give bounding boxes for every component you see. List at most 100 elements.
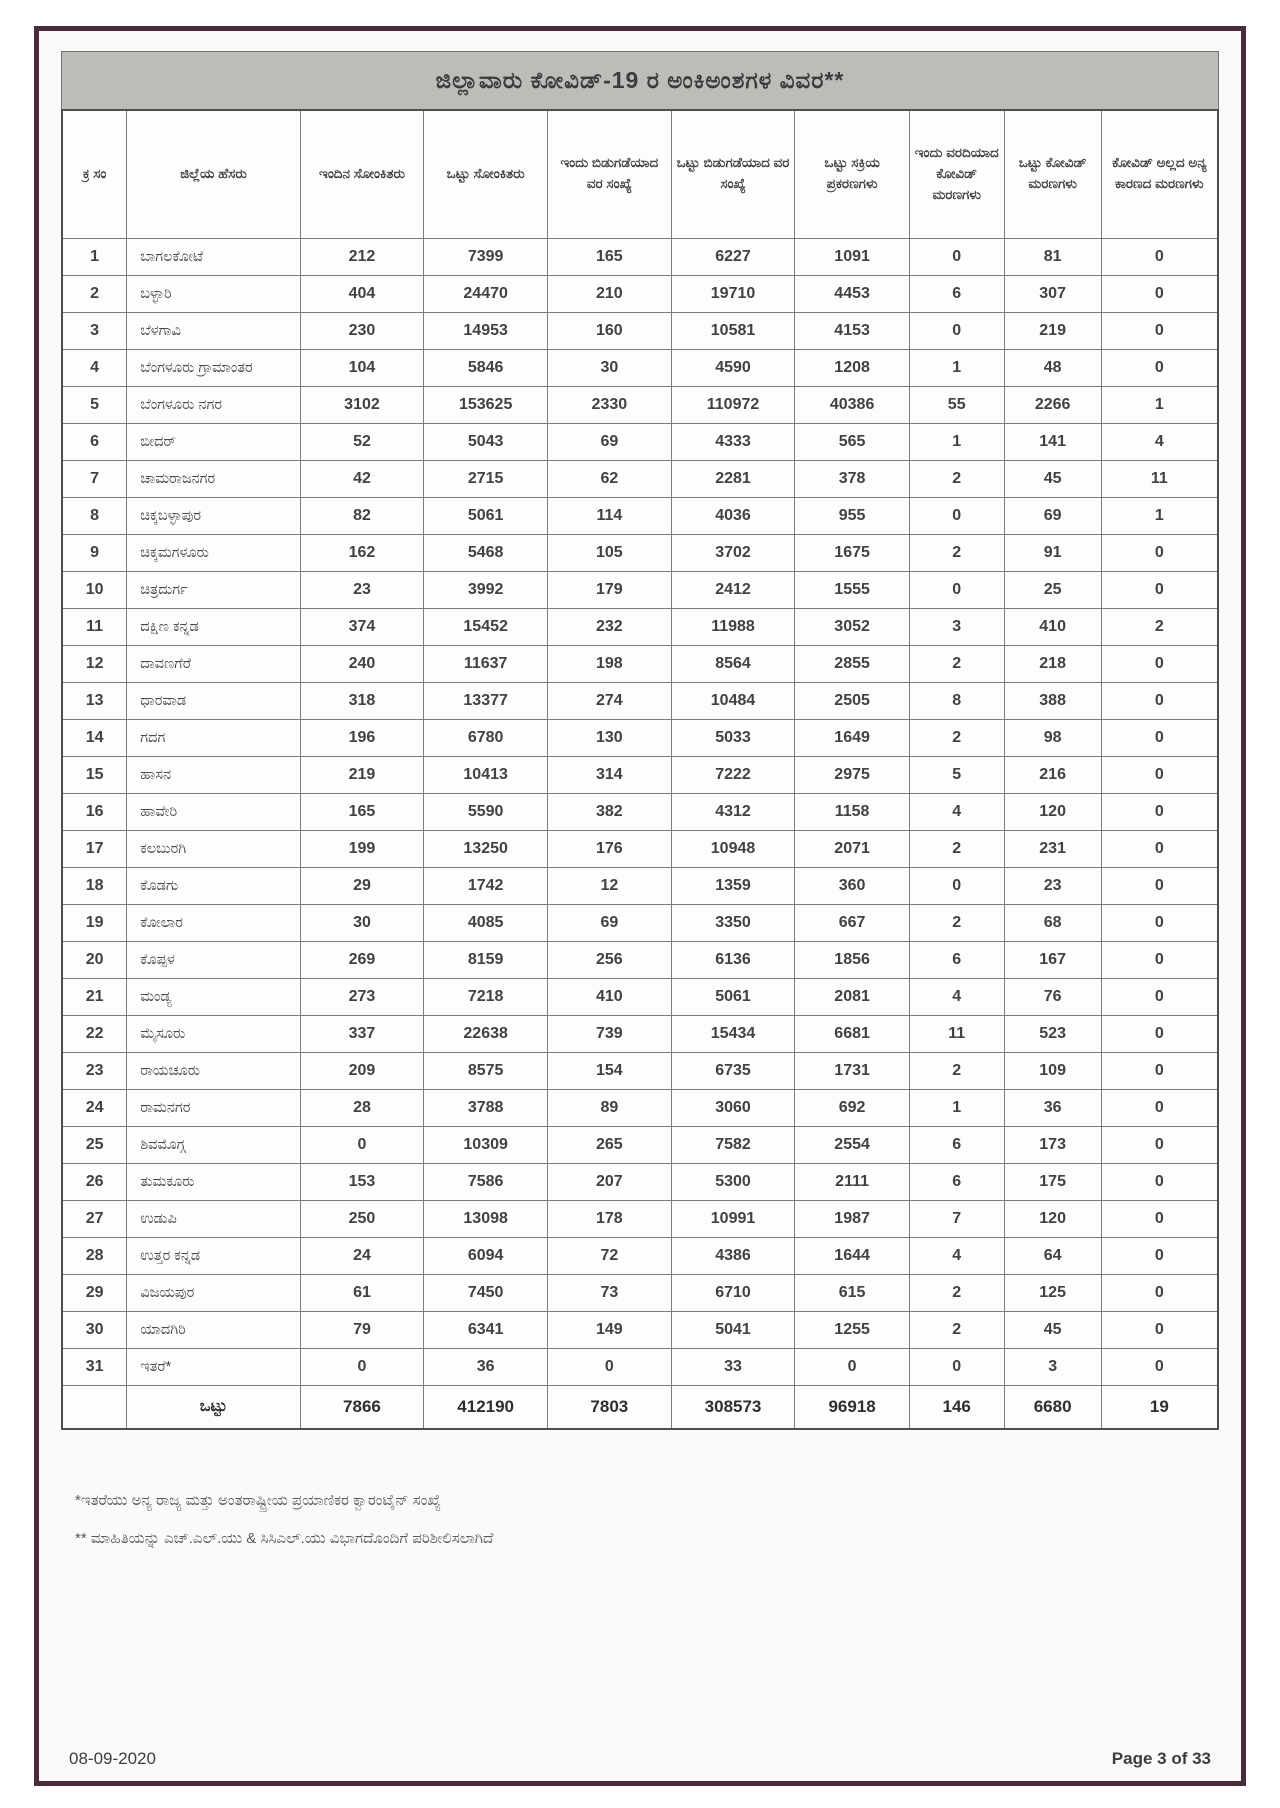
stat-value: 160 xyxy=(547,311,672,350)
stat-value: 0 xyxy=(1100,1199,1219,1238)
stat-value: 2081 xyxy=(794,977,910,1016)
district-name: ಚಿಕ್ಕಮಗಳೂರು xyxy=(126,533,301,572)
district-name: ಹಾಸನ xyxy=(126,755,301,794)
stat-value: 0 xyxy=(908,570,1005,609)
stat-value: 4333 xyxy=(670,422,796,461)
stat-value: 104 xyxy=(299,348,425,387)
stat-value: 4153 xyxy=(794,311,910,350)
total-value: 412190 xyxy=(423,1384,548,1430)
total-label: ಒಟ್ಟು xyxy=(126,1384,301,1430)
stat-value: 2975 xyxy=(794,755,910,794)
stat-value: 149 xyxy=(547,1310,672,1349)
stat-value: 5041 xyxy=(670,1310,796,1349)
row-serial: 24 xyxy=(61,1088,128,1127)
stat-value: 0 xyxy=(1100,237,1219,276)
row-serial: 27 xyxy=(61,1199,128,1238)
stat-value: 5033 xyxy=(670,718,796,757)
stat-value: 219 xyxy=(299,755,425,794)
table-row: 16 ಹಾವೇರಿ 165 5590 382 4312 1158 4 120 0 xyxy=(61,792,1219,831)
row-serial: 19 xyxy=(61,903,128,942)
stat-value: 4 xyxy=(908,792,1005,831)
row-serial: 7 xyxy=(61,459,128,498)
stat-value: 2266 xyxy=(1003,385,1102,424)
stat-value: 5061 xyxy=(423,496,548,535)
district-name: ದಾವಣಗೆರೆ xyxy=(126,644,301,683)
table-row: 24 ರಾಮನಗರ 28 3788 89 3060 692 1 36 0 xyxy=(61,1088,1219,1127)
stat-value: 274 xyxy=(547,681,672,720)
table-row: 9 ಚಿಕ್ಕಮಗಳೂರು 162 5468 105 3702 1675 2 91 0 xyxy=(61,533,1219,572)
stat-value: 207 xyxy=(547,1162,672,1201)
stat-value: 0 xyxy=(1100,829,1219,868)
stat-value: 410 xyxy=(1003,607,1102,646)
table-row: 31 ಇತರೆ* 0 36 0 33 0 0 3 0 xyxy=(61,1347,1219,1386)
stat-value: 4 xyxy=(1100,422,1219,461)
stat-value: 209 xyxy=(299,1051,425,1090)
district-name: ಕಲಬುರಗಿ xyxy=(126,829,301,868)
stat-value: 1255 xyxy=(794,1310,910,1349)
district-name: ರಾಯಚೂರು xyxy=(126,1051,301,1090)
total-value: 308573 xyxy=(670,1384,796,1430)
stat-value: 1 xyxy=(908,1088,1005,1127)
table-row: 11 ದಕ್ಷಿಣ ಕನ್ನಡ 374 15452 232 11988 3052 3 410 2 xyxy=(61,607,1219,646)
stat-value: 1208 xyxy=(794,348,910,387)
district-name: ಕೊಡಗು xyxy=(126,866,301,905)
row-serial: 21 xyxy=(61,977,128,1016)
stat-value: 374 xyxy=(299,607,425,646)
stat-value: 73 xyxy=(547,1273,672,1312)
stat-value: 6780 xyxy=(423,718,548,757)
stat-value: 692 xyxy=(794,1088,910,1127)
table-row: 14 ಗದಗ 196 6780 130 5033 1649 2 98 0 xyxy=(61,718,1219,757)
stat-value: 2 xyxy=(908,1273,1005,1312)
stat-value: 76 xyxy=(1003,977,1102,1016)
row-serial: 3 xyxy=(61,311,128,350)
row-serial: 29 xyxy=(61,1273,128,1312)
stat-value: 109 xyxy=(1003,1051,1102,1090)
stat-value: 4085 xyxy=(423,903,548,942)
stat-value: 5846 xyxy=(423,348,548,387)
district-name: ಮಂಡ್ಯ xyxy=(126,977,301,1016)
table-row: 18 ಕೊಡಗು 29 1742 12 1359 360 0 23 0 xyxy=(61,866,1219,905)
stat-value: 29 xyxy=(299,866,425,905)
stat-value: 5468 xyxy=(423,533,548,572)
table-row: 15 ಹಾಸನ 219 10413 314 7222 2975 5 216 0 xyxy=(61,755,1219,794)
stat-value: 10991 xyxy=(670,1199,796,1238)
stat-value: 1 xyxy=(1100,496,1219,535)
district-name: ಬೆಳಗಾವಿ xyxy=(126,311,301,350)
stat-value: 11 xyxy=(1100,459,1219,498)
stat-value: 0 xyxy=(1100,1088,1219,1127)
stat-value: 154 xyxy=(547,1051,672,1090)
page-footer: 08-09-2020 Page 3 of 33 xyxy=(69,1749,1211,1769)
district-name: ಬಳ್ಳಾರಿ xyxy=(126,274,301,313)
district-name: ದಕ್ಷಿಣ ಕನ್ನಡ xyxy=(126,607,301,646)
footnote-others: *ಇತರೆಯು ಅನ್ಯ ರಾಜ್ಯ ಮತ್ತು ಅಂತರಾಷ್ಟ್ರೀಯ ಪ್… xyxy=(75,1492,441,1509)
stat-value: 6681 xyxy=(794,1014,910,1053)
stat-value: 218 xyxy=(1003,644,1102,683)
district-name: ಬೆಂಗಳೂರು ಗ್ರಾಮಾಂತರ xyxy=(126,348,301,387)
stat-value: 179 xyxy=(547,570,672,609)
stat-value: 98 xyxy=(1003,718,1102,757)
stat-value: 62 xyxy=(547,459,672,498)
row-serial: 2 xyxy=(61,274,128,313)
stat-value: 2071 xyxy=(794,829,910,868)
table-row: 28 ಉತ್ತರ ಕನ್ನಡ 24 6094 72 4386 1644 4 64 0 xyxy=(61,1236,1219,1275)
stat-value: 0 xyxy=(1100,1162,1219,1201)
stat-value: 0 xyxy=(908,311,1005,350)
district-name: ಬೆಂಗಳೂರು ನಗರ xyxy=(126,385,301,424)
stat-value: 4 xyxy=(908,1236,1005,1275)
stat-value: 1 xyxy=(908,422,1005,461)
row-serial: 31 xyxy=(61,1347,128,1386)
stat-value: 0 xyxy=(1100,1125,1219,1164)
total-value: 6680 xyxy=(1003,1384,1102,1430)
stat-value: 176 xyxy=(547,829,672,868)
column-header-8: ಒಟ್ಟು ಕೋವಿಡ್ ಮರಣಗಳು xyxy=(1003,109,1102,239)
stat-value: 6094 xyxy=(423,1236,548,1275)
row-serial: 30 xyxy=(61,1310,128,1349)
stat-value: 162 xyxy=(299,533,425,572)
stat-value: 153 xyxy=(299,1162,425,1201)
row-serial: 9 xyxy=(61,533,128,572)
stat-value: 3102 xyxy=(299,385,425,424)
stat-value: 0 xyxy=(1100,977,1219,1016)
stat-value: 8 xyxy=(908,681,1005,720)
stat-value: 615 xyxy=(794,1273,910,1312)
stat-value: 6227 xyxy=(670,237,796,276)
